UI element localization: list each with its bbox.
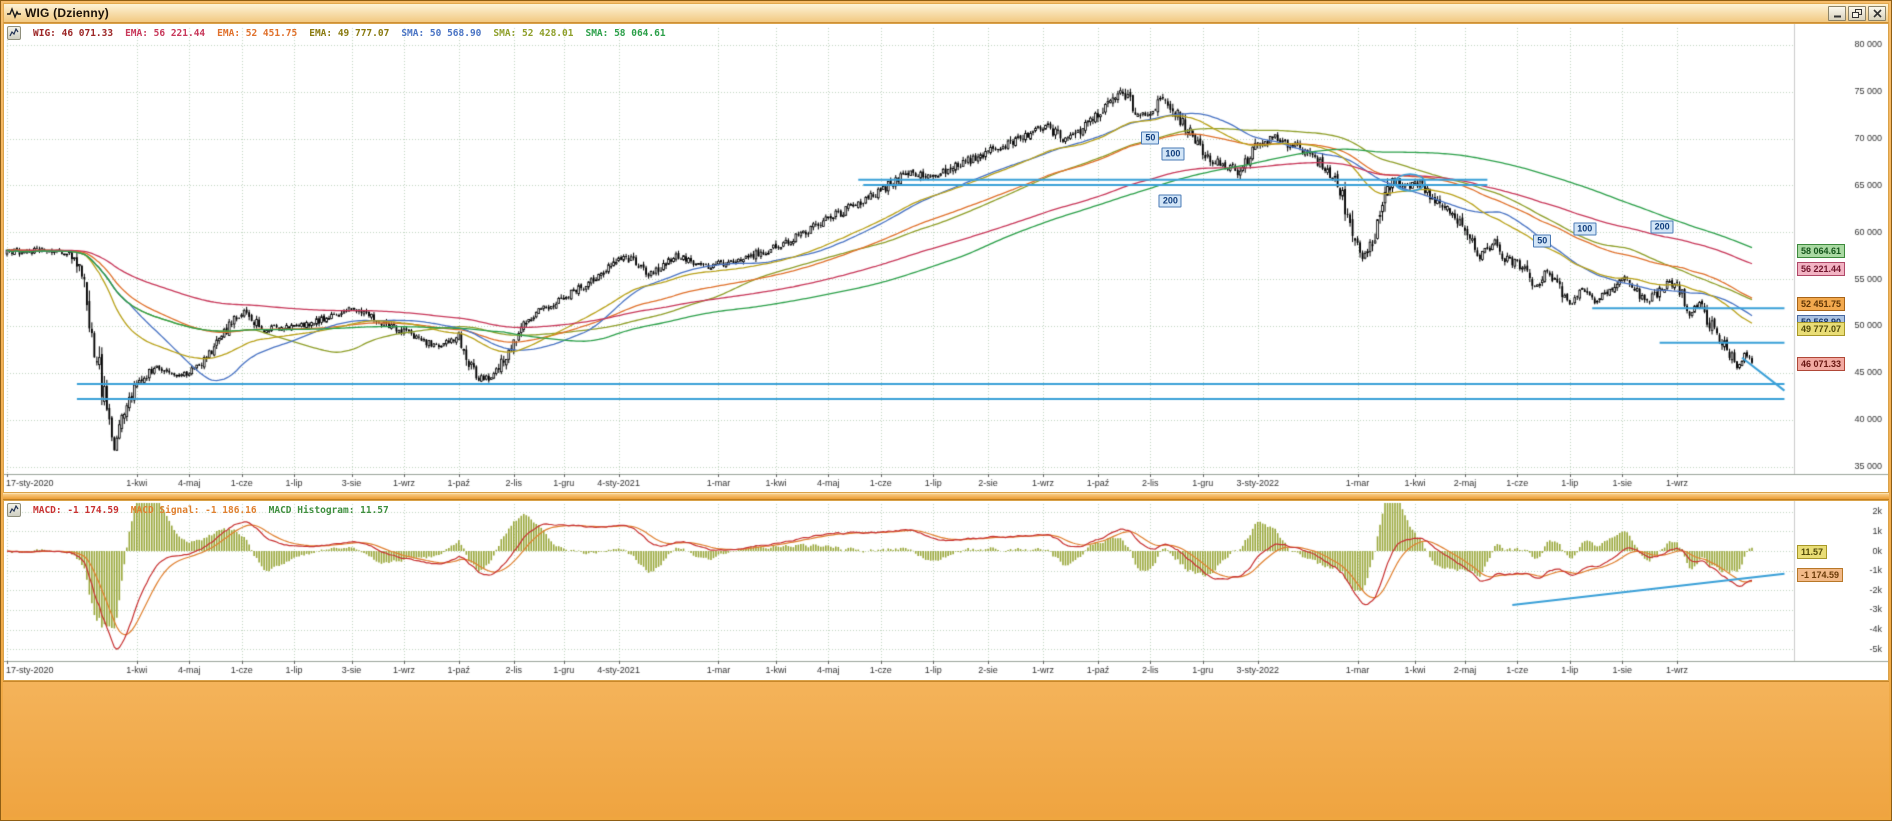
- close-button[interactable]: [1868, 6, 1886, 21]
- window-title: WIG (Dzienny): [25, 6, 109, 20]
- panel-menu-icon[interactable]: [7, 503, 21, 517]
- price-chart-canvas[interactable]: [4, 24, 1888, 492]
- restore-button[interactable]: [1848, 6, 1866, 21]
- window-background: [3, 681, 1889, 817]
- minimize-button[interactable]: [1828, 6, 1846, 21]
- macd-chart-canvas[interactable]: [4, 501, 1888, 680]
- title-bar[interactable]: WIG (Dzienny): [3, 3, 1889, 23]
- chart-line-icon: [7, 7, 21, 19]
- price-chart-panel: WIG: 46 071.33 EMA: 56 221.44 EMA: 52 451.…: [3, 23, 1889, 493]
- panel-splitter[interactable]: [3, 493, 1889, 500]
- macd-panel: MACD: -1 174.59 MACD Signal: -1 186.16 MAC…: [3, 500, 1889, 681]
- panel-menu-icon[interactable]: [7, 26, 21, 40]
